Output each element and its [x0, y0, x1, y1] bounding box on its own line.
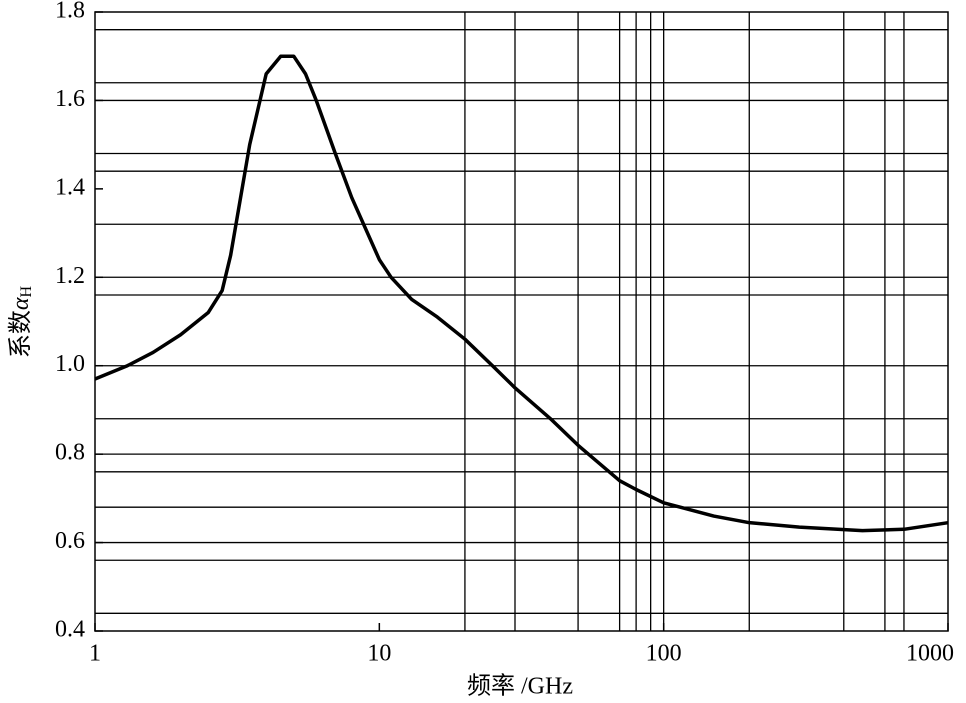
y-tick-label: 1.2: [55, 263, 85, 289]
y-tick-label: 1.6: [55, 86, 85, 112]
x-tick-label: 100: [646, 641, 682, 667]
y-tick-label: 0.6: [55, 528, 85, 554]
y-axis-label: 系数αH: [7, 285, 35, 358]
y-label-text: 系数: [7, 310, 34, 358]
y-tick-label: 1.8: [55, 0, 85, 24]
y-tick-label: 1.0: [55, 351, 85, 377]
x-tick-label: 1000: [906, 641, 954, 667]
x-tick-label: 10: [367, 641, 391, 667]
y-tick-label: 0.8: [55, 440, 85, 466]
y-label-symbol: α: [8, 297, 34, 310]
plot-frame: [94, 11, 949, 632]
y-tick-label: 0.4: [55, 617, 85, 643]
y-tick-label: 1.4: [55, 174, 85, 200]
x-axis-label: 频率 /GHz: [467, 673, 573, 700]
y-label-subscript: H: [18, 285, 35, 297]
x-tick-label: 1: [89, 641, 101, 667]
data-line: [94, 54, 949, 533]
